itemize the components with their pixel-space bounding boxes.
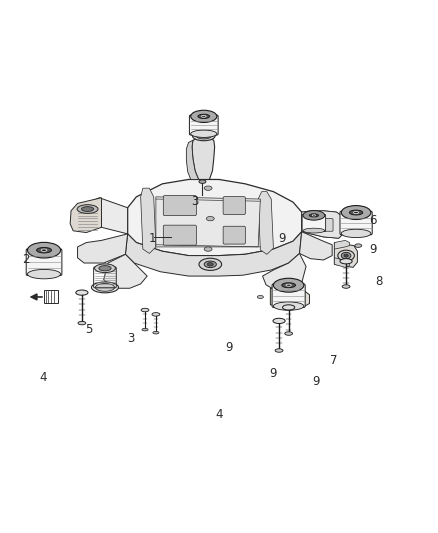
- Text: 9: 9: [269, 367, 276, 379]
- Text: 9: 9: [313, 375, 320, 389]
- Text: 4: 4: [215, 408, 223, 421]
- Ellipse shape: [92, 282, 118, 293]
- Polygon shape: [70, 198, 102, 232]
- Ellipse shape: [95, 284, 115, 292]
- Ellipse shape: [283, 305, 295, 310]
- FancyBboxPatch shape: [223, 197, 245, 214]
- Ellipse shape: [312, 215, 315, 216]
- Ellipse shape: [285, 332, 293, 335]
- Polygon shape: [258, 192, 273, 254]
- Polygon shape: [78, 234, 127, 263]
- Ellipse shape: [206, 216, 214, 221]
- Ellipse shape: [37, 247, 52, 253]
- Ellipse shape: [196, 133, 211, 139]
- Ellipse shape: [152, 313, 160, 316]
- Text: 3: 3: [127, 332, 134, 345]
- Polygon shape: [104, 254, 147, 288]
- Ellipse shape: [338, 250, 354, 261]
- Ellipse shape: [355, 244, 362, 247]
- FancyBboxPatch shape: [223, 226, 245, 244]
- Ellipse shape: [303, 211, 325, 220]
- Ellipse shape: [344, 254, 348, 257]
- FancyBboxPatch shape: [314, 219, 333, 231]
- Polygon shape: [192, 137, 215, 180]
- Ellipse shape: [257, 295, 263, 298]
- Ellipse shape: [191, 130, 217, 138]
- Polygon shape: [270, 288, 310, 306]
- Polygon shape: [186, 140, 198, 180]
- Ellipse shape: [204, 186, 212, 190]
- Ellipse shape: [78, 321, 86, 325]
- Polygon shape: [156, 197, 260, 247]
- Text: 3: 3: [191, 195, 198, 208]
- Text: 7: 7: [330, 353, 338, 367]
- Polygon shape: [302, 211, 345, 238]
- Ellipse shape: [76, 290, 88, 295]
- FancyBboxPatch shape: [26, 249, 62, 276]
- Ellipse shape: [207, 263, 213, 266]
- Polygon shape: [334, 258, 350, 268]
- Text: 4: 4: [39, 371, 47, 384]
- Ellipse shape: [303, 228, 325, 233]
- Polygon shape: [262, 254, 306, 290]
- Ellipse shape: [198, 114, 210, 118]
- Polygon shape: [334, 240, 350, 249]
- Ellipse shape: [192, 131, 215, 141]
- Ellipse shape: [286, 284, 291, 286]
- Ellipse shape: [273, 302, 304, 310]
- Text: 1: 1: [148, 232, 156, 245]
- Ellipse shape: [153, 332, 159, 334]
- Ellipse shape: [81, 207, 94, 212]
- Ellipse shape: [204, 261, 216, 268]
- Ellipse shape: [95, 264, 116, 272]
- Ellipse shape: [201, 116, 206, 117]
- FancyBboxPatch shape: [340, 211, 372, 235]
- Ellipse shape: [340, 259, 352, 264]
- FancyBboxPatch shape: [189, 115, 218, 135]
- Ellipse shape: [99, 265, 111, 271]
- Ellipse shape: [273, 318, 285, 324]
- Polygon shape: [300, 232, 332, 260]
- Ellipse shape: [191, 110, 217, 123]
- Ellipse shape: [341, 252, 351, 259]
- Ellipse shape: [141, 308, 149, 312]
- Ellipse shape: [77, 205, 98, 213]
- Ellipse shape: [275, 349, 283, 352]
- Polygon shape: [86, 198, 127, 234]
- Ellipse shape: [199, 258, 222, 270]
- Ellipse shape: [353, 212, 359, 214]
- Text: 6: 6: [369, 214, 377, 227]
- Ellipse shape: [341, 206, 371, 220]
- Text: 5: 5: [85, 323, 93, 336]
- Polygon shape: [141, 188, 156, 254]
- Ellipse shape: [282, 283, 296, 288]
- FancyBboxPatch shape: [163, 225, 196, 245]
- Ellipse shape: [199, 180, 206, 183]
- Ellipse shape: [342, 285, 350, 288]
- Ellipse shape: [273, 278, 304, 292]
- Ellipse shape: [309, 214, 318, 217]
- Ellipse shape: [28, 243, 60, 258]
- Polygon shape: [334, 243, 357, 268]
- Text: 9: 9: [278, 232, 285, 245]
- Text: 2: 2: [22, 254, 30, 266]
- Ellipse shape: [204, 247, 212, 251]
- Text: 9: 9: [369, 243, 377, 256]
- Ellipse shape: [350, 210, 363, 215]
- Ellipse shape: [28, 269, 60, 279]
- Ellipse shape: [41, 249, 47, 252]
- FancyBboxPatch shape: [272, 284, 305, 308]
- Ellipse shape: [142, 328, 148, 331]
- Polygon shape: [125, 232, 302, 276]
- Text: 9: 9: [226, 341, 233, 353]
- Polygon shape: [302, 211, 345, 238]
- Polygon shape: [127, 180, 302, 256]
- FancyBboxPatch shape: [163, 196, 196, 215]
- Ellipse shape: [341, 229, 371, 238]
- Text: 8: 8: [376, 275, 383, 288]
- FancyBboxPatch shape: [302, 214, 325, 231]
